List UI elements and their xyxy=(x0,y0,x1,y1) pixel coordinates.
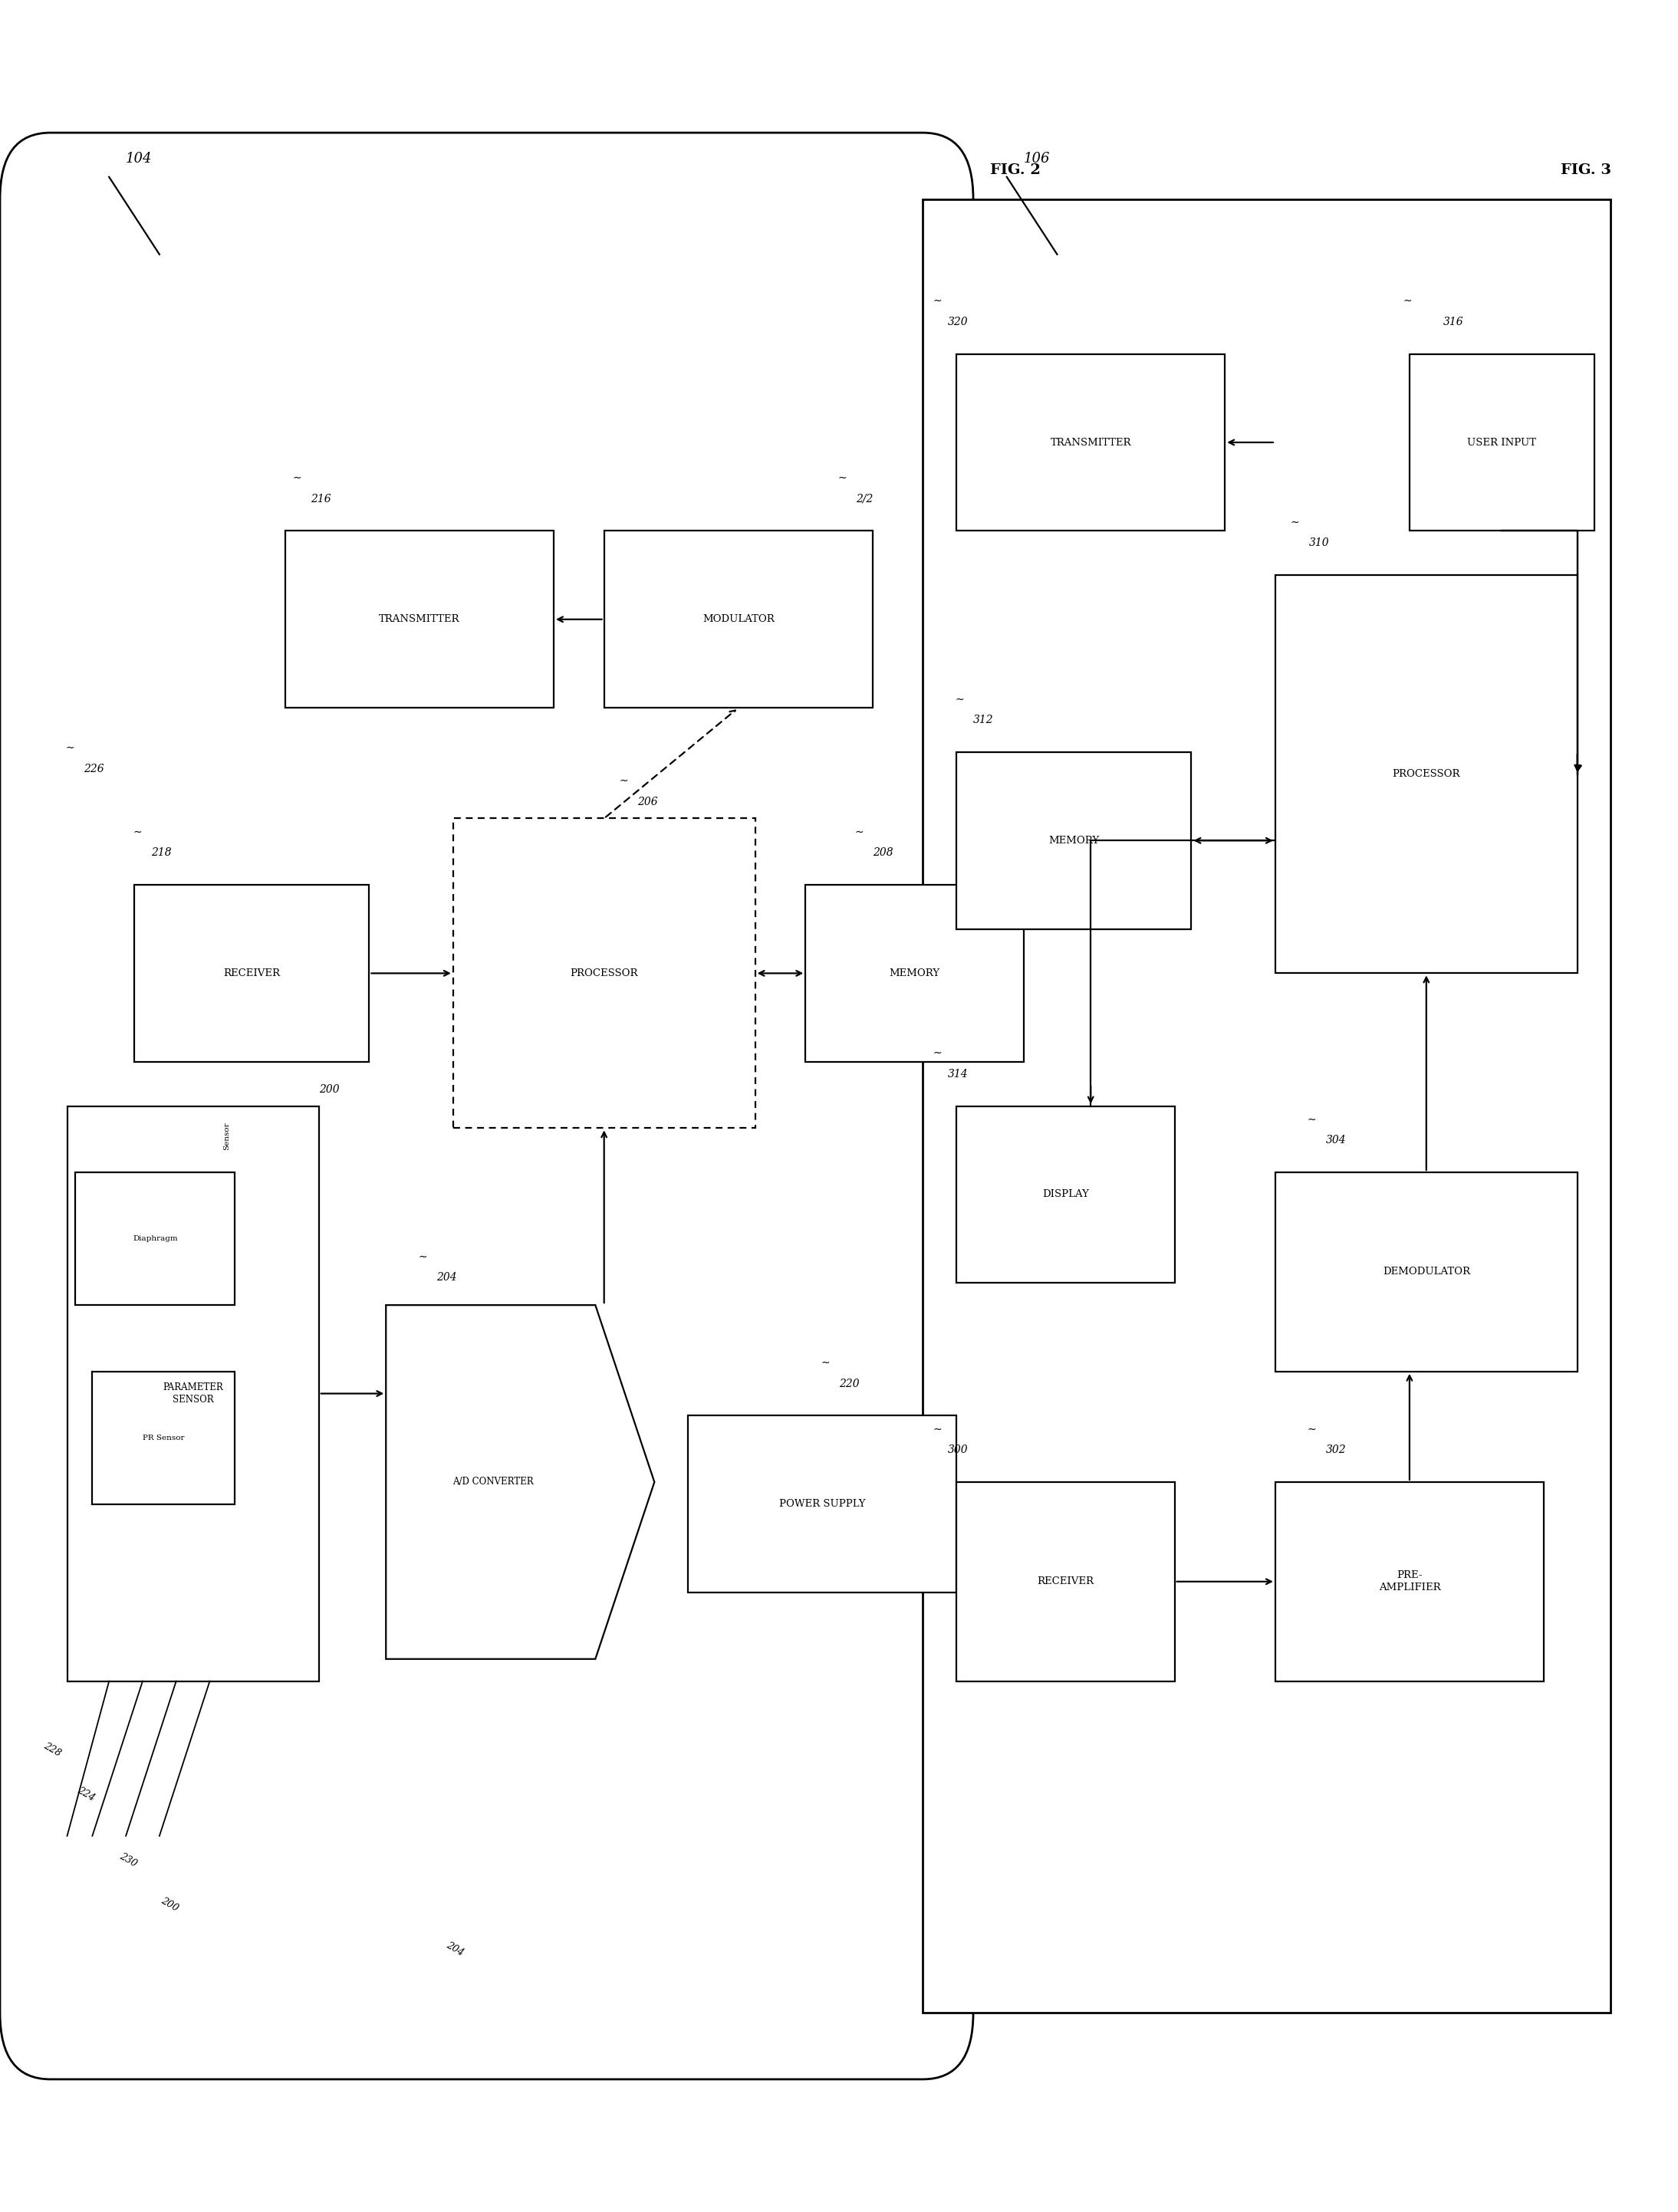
Text: FIG. 2: FIG. 2 xyxy=(990,164,1040,177)
Text: USER INPUT: USER INPUT xyxy=(1467,438,1537,447)
Bar xyxy=(92,1371,235,1504)
Bar xyxy=(956,752,1191,929)
Text: MEMORY: MEMORY xyxy=(1049,836,1099,845)
Text: A/D CONVERTER: A/D CONVERTER xyxy=(453,1478,534,1486)
FancyBboxPatch shape xyxy=(0,133,973,2079)
Text: 218: 218 xyxy=(151,847,171,858)
Bar xyxy=(285,531,554,708)
Text: RECEIVER: RECEIVER xyxy=(1037,1577,1094,1586)
Text: 200: 200 xyxy=(319,1084,339,1095)
Bar xyxy=(805,885,1024,1062)
Text: 208: 208 xyxy=(873,847,893,858)
Bar xyxy=(688,1416,956,1593)
Bar xyxy=(923,199,1611,2013)
Text: 104: 104 xyxy=(126,153,153,166)
Text: RECEIVER: RECEIVER xyxy=(223,969,280,978)
Text: 216: 216 xyxy=(310,493,331,504)
Text: 220: 220 xyxy=(839,1378,859,1389)
Bar xyxy=(1275,1482,1544,1681)
Text: 304: 304 xyxy=(1326,1135,1346,1146)
Text: 300: 300 xyxy=(948,1444,968,1455)
Text: $\mathsf{\sim}$: $\mathsf{\sim}$ xyxy=(416,1250,428,1261)
Text: 314: 314 xyxy=(948,1068,968,1079)
Bar xyxy=(956,1482,1175,1681)
Bar xyxy=(604,531,873,708)
Text: $\mathsf{\sim}$: $\mathsf{\sim}$ xyxy=(131,825,143,836)
Text: Diaphragm: Diaphragm xyxy=(133,1234,178,1243)
Text: 204: 204 xyxy=(436,1272,456,1283)
Text: 200: 200 xyxy=(159,1896,180,1913)
Text: $\mathsf{\sim}$: $\mathsf{\sim}$ xyxy=(836,471,847,482)
Text: PR Sensor: PR Sensor xyxy=(143,1433,185,1442)
Text: MODULATOR: MODULATOR xyxy=(703,615,774,624)
Text: 206: 206 xyxy=(638,796,658,807)
Text: MEMORY: MEMORY xyxy=(889,969,940,978)
Text: $\mathsf{\sim}$: $\mathsf{\sim}$ xyxy=(953,692,965,703)
Text: POWER SUPPLY: POWER SUPPLY xyxy=(779,1500,866,1509)
Text: TRANSMITTER: TRANSMITTER xyxy=(1050,438,1131,447)
Text: $\mathsf{\sim}$: $\mathsf{\sim}$ xyxy=(931,1046,943,1057)
Bar xyxy=(1275,1172,1577,1371)
Text: PARAMETER
SENSOR: PARAMETER SENSOR xyxy=(163,1382,223,1405)
Text: 302: 302 xyxy=(1326,1444,1346,1455)
Text: PROCESSOR: PROCESSOR xyxy=(571,969,638,978)
Text: $\mathsf{\sim}$: $\mathsf{\sim}$ xyxy=(64,741,76,752)
Text: $\mathsf{\sim}$: $\mathsf{\sim}$ xyxy=(852,825,864,836)
Text: TRANSMITTER: TRANSMITTER xyxy=(379,615,460,624)
Bar xyxy=(453,818,755,1128)
Text: $\mathsf{\sim}$: $\mathsf{\sim}$ xyxy=(1289,515,1300,526)
Bar xyxy=(67,1106,319,1681)
Text: $\mathsf{\sim}$: $\mathsf{\sim}$ xyxy=(618,774,629,785)
Text: $\mathsf{\sim}$: $\mathsf{\sim}$ xyxy=(1305,1113,1317,1124)
Bar xyxy=(76,1172,235,1305)
Text: 310: 310 xyxy=(1309,538,1329,549)
Polygon shape xyxy=(386,1305,654,1659)
Text: FIG. 3: FIG. 3 xyxy=(1561,164,1611,177)
Text: PROCESSOR: PROCESSOR xyxy=(1393,770,1460,779)
Bar xyxy=(956,1106,1175,1283)
Text: 228: 228 xyxy=(42,1741,62,1759)
Text: 320: 320 xyxy=(948,316,968,327)
Text: DEMODULATOR: DEMODULATOR xyxy=(1383,1267,1470,1276)
Text: 204: 204 xyxy=(445,1940,465,1958)
Text: 230: 230 xyxy=(117,1851,138,1869)
Text: $\mathsf{\sim}$: $\mathsf{\sim}$ xyxy=(819,1356,831,1367)
Bar xyxy=(1275,575,1577,973)
Text: $\mathsf{\sim}$: $\mathsf{\sim}$ xyxy=(931,1422,943,1433)
Text: 224: 224 xyxy=(76,1785,96,1803)
Text: $\mathsf{\sim}$: $\mathsf{\sim}$ xyxy=(1401,294,1413,305)
Text: PRE-
AMPLIFIER: PRE- AMPLIFIER xyxy=(1379,1571,1440,1593)
Bar xyxy=(134,885,369,1062)
Text: 2/2: 2/2 xyxy=(856,493,873,504)
Text: $\mathsf{\sim}$: $\mathsf{\sim}$ xyxy=(931,294,943,305)
Text: $\mathsf{\sim}$: $\mathsf{\sim}$ xyxy=(290,471,302,482)
Text: 226: 226 xyxy=(84,763,104,774)
Bar xyxy=(956,354,1225,531)
Text: DISPLAY: DISPLAY xyxy=(1042,1190,1089,1199)
Text: $\mathsf{\sim}$: $\mathsf{\sim}$ xyxy=(1305,1422,1317,1433)
Text: 316: 316 xyxy=(1443,316,1463,327)
Text: 312: 312 xyxy=(973,714,993,726)
Text: 106: 106 xyxy=(1024,153,1050,166)
Bar xyxy=(1410,354,1594,531)
Text: Sensor: Sensor xyxy=(223,1121,230,1150)
